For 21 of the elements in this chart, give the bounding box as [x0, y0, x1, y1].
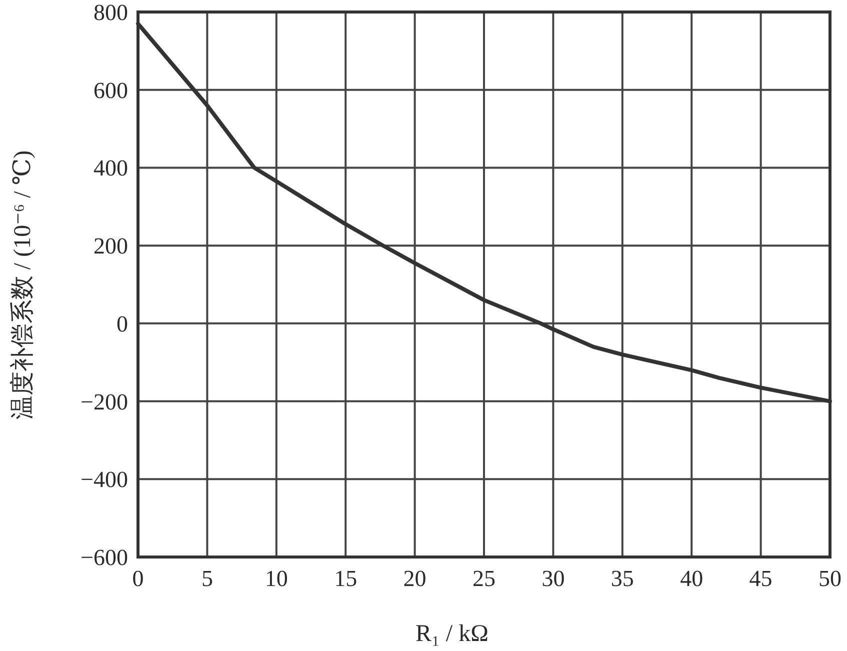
- y-tick-label: −400: [80, 467, 128, 492]
- y-tick-label: 400: [94, 156, 128, 181]
- y-tick-label: −200: [80, 389, 128, 414]
- x-tick-label: 5: [201, 566, 213, 591]
- y-tick-label: 200: [94, 234, 128, 259]
- y-tick-label: 0: [116, 311, 128, 336]
- x-tick-label: 0: [132, 566, 144, 591]
- x-tick-label: 45: [749, 566, 772, 591]
- y-tick-label: −600: [80, 545, 128, 570]
- x-tick-label: 35: [610, 566, 634, 591]
- x-tick-label: 20: [403, 566, 426, 591]
- x-tick-label: 40: [680, 566, 704, 591]
- ylabel: 温度补偿系数 / (10⁻⁶ / ℃): [10, 150, 36, 420]
- xlabel: R₁ / kΩ: [416, 621, 488, 647]
- x-tick-label: 25: [472, 566, 496, 591]
- x-tick-label: 30: [542, 566, 565, 591]
- y-tick-label: 600: [94, 78, 128, 103]
- x-tick-label: 50: [818, 566, 842, 591]
- y-tick-label: 800: [94, 0, 128, 25]
- x-tick-label: 10: [264, 566, 288, 591]
- x-tick-label: 15: [334, 566, 358, 591]
